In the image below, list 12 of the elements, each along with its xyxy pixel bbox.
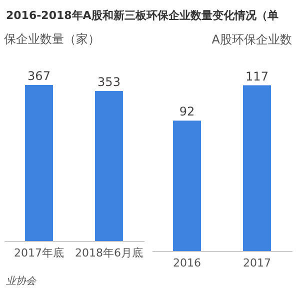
- data-label: 353: [98, 74, 120, 89]
- chart-title: 2016-2018年A股和新三板环保企业数量变化情况（单: [5, 8, 280, 24]
- x-tick-label: 2016: [173, 256, 201, 270]
- data-label: 367: [28, 69, 50, 84]
- text: 业协会: [5, 274, 38, 289]
- data-label: 117: [246, 69, 268, 84]
- x-tick-label: 2017年底: [14, 246, 64, 260]
- x-tick-label: 2018年6月底: [75, 246, 143, 260]
- chart-title: A股环保企业数: [212, 32, 292, 46]
- data-label: 92: [179, 104, 195, 119]
- x-tick-label: 2017: [243, 256, 271, 270]
- chart-subtitle: 保企业数量（家）: [4, 32, 100, 46]
